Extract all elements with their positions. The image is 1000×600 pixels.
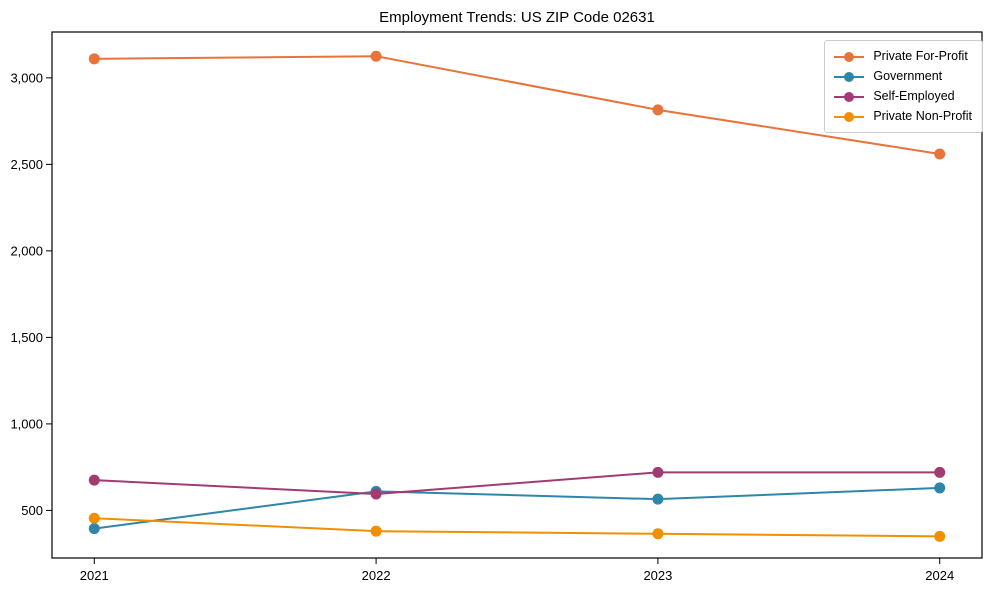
data-point-marker <box>934 148 946 160</box>
legend-label: Private Non-Profit <box>873 109 972 123</box>
series-line <box>94 517 940 538</box>
x-tick-label: 2021 <box>80 568 109 583</box>
data-point-marker <box>370 525 382 537</box>
legend-item: Self-Employed <box>833 89 972 104</box>
data-point-marker <box>652 466 664 478</box>
data-point-marker <box>88 474 100 486</box>
data-point-marker <box>652 493 664 505</box>
chart-title: Employment Trends: US ZIP Code 02631 <box>379 9 655 26</box>
data-point-marker <box>652 104 664 116</box>
data-point-marker <box>88 53 100 65</box>
x-tick-label: 2023 <box>643 568 672 583</box>
data-point-marker <box>370 488 382 500</box>
y-tick-label: 1,000 <box>10 416 43 431</box>
data-point-marker <box>934 530 946 542</box>
y-tick-label: 500 <box>21 503 43 518</box>
data-point-marker <box>370 50 382 62</box>
plot-border <box>51 31 983 559</box>
series-line <box>94 471 940 495</box>
y-tick-label: 1,500 <box>10 330 43 345</box>
legend-marker-icon <box>834 91 865 102</box>
legend-marker-icon <box>834 71 865 82</box>
y-tick-label: 3,000 <box>10 70 43 85</box>
legend-label: Private For-Profit <box>873 49 968 63</box>
x-tick-label: 2024 <box>925 568 954 583</box>
legend-label: Government <box>873 69 943 83</box>
data-point-marker <box>88 523 100 535</box>
data-point-marker <box>934 482 946 494</box>
legend-label: Self-Employed <box>873 89 955 103</box>
legend-item: Private For-Profit <box>833 49 972 64</box>
legend-item: Government <box>833 69 972 84</box>
x-tick-label: 2022 <box>362 568 391 583</box>
series-line <box>94 55 940 155</box>
y-tick-label: 2,500 <box>10 157 43 172</box>
legend-marker-icon <box>834 51 865 62</box>
data-point-marker <box>652 528 664 540</box>
data-point-marker <box>88 512 100 524</box>
legend-item: Private Non-Profit <box>833 109 972 124</box>
data-point-marker <box>934 466 946 478</box>
legend: Private For-Profit Government Self-Employe… <box>824 40 983 133</box>
series-line <box>94 486 940 530</box>
legend-marker-icon <box>834 111 865 122</box>
y-tick-label: 2,000 <box>10 243 43 258</box>
